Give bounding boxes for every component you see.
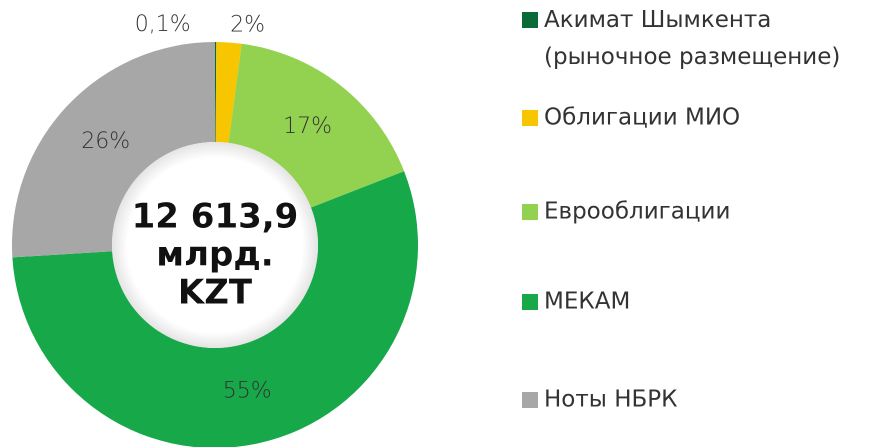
data-label: 55%	[223, 378, 272, 403]
donut-slice	[12, 171, 418, 447]
legend-swatch	[522, 110, 538, 126]
legend-line: (рыночное размещение)	[544, 44, 840, 70]
legend-label: Акимат Шымкента (рыночное размещение)	[544, 7, 840, 70]
donut-slice	[228, 43, 405, 208]
center-label: млрд.	[156, 235, 273, 275]
legend-swatch	[522, 392, 538, 408]
donut-hole	[112, 142, 318, 348]
donut-slice	[215, 42, 217, 143]
legend-label: Ноты НБРК	[544, 387, 678, 413]
data-label: 17%	[283, 114, 332, 139]
donut-slice	[12, 42, 216, 258]
center-label: KZT	[178, 273, 253, 313]
donut-slice	[215, 42, 242, 143]
legend-swatch	[522, 294, 538, 310]
legend-swatch	[522, 12, 538, 28]
center-label: 12 613,9	[132, 197, 299, 237]
legend-label: Еврооблигации	[544, 199, 730, 225]
data-label: 26%	[81, 129, 130, 154]
legend-label: МЕКАМ	[544, 289, 630, 315]
legend-label: Облигации МИО	[544, 105, 740, 131]
data-label: 0,1%	[135, 12, 191, 37]
data-label: 2%	[230, 13, 265, 38]
legend-line: Акимат Шымкента	[544, 7, 771, 33]
legend-swatch	[522, 204, 538, 220]
